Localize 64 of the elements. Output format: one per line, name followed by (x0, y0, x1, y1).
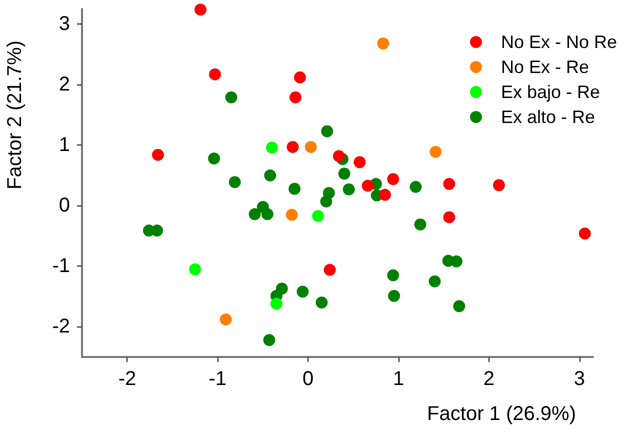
point (286, 208, 298, 221)
y-tick-label: -1 (52, 255, 70, 278)
legend-label: No Ex - Re (500, 57, 589, 77)
point (189, 263, 202, 276)
point (294, 71, 306, 84)
point (387, 269, 400, 282)
point (321, 125, 334, 138)
point (304, 140, 317, 153)
point (289, 91, 302, 104)
y-tick-label: -2 (52, 316, 70, 338)
legend-label: Ex bajo - Re (500, 82, 600, 102)
y-tick-label: 0 (58, 194, 70, 217)
x-tick-label: -2 (118, 368, 136, 390)
point (338, 168, 350, 180)
point (428, 275, 441, 288)
point (453, 300, 466, 312)
x-tick-label: -1 (208, 368, 227, 390)
point (443, 211, 456, 224)
x-tick-label: 1 (392, 368, 404, 390)
y-tick-label: 3 (58, 13, 70, 36)
point (430, 146, 442, 158)
point (388, 290, 400, 302)
point (194, 4, 206, 16)
point (286, 140, 299, 153)
y-tick-label: 2 (58, 74, 70, 96)
point (443, 178, 456, 190)
point (261, 208, 274, 220)
point (578, 228, 591, 240)
point (248, 208, 261, 220)
point (342, 183, 355, 196)
point (387, 173, 400, 186)
point (266, 142, 278, 154)
x-tick-label: 2 (483, 368, 495, 390)
point (151, 224, 164, 237)
point (208, 152, 220, 164)
point (362, 180, 374, 192)
legend-label: Ex alto - Re (500, 107, 596, 127)
point (332, 150, 345, 162)
point (263, 334, 276, 346)
point (228, 176, 241, 188)
y-tick-label: 1 (58, 134, 70, 156)
point (316, 296, 328, 309)
y-axis-title: Factor 2 (21.7%) (4, 40, 26, 190)
point (410, 180, 422, 193)
point (354, 156, 366, 168)
point (296, 286, 309, 298)
x-axis-title: Factor 1 (26.9%) (427, 403, 576, 425)
point (378, 188, 391, 201)
point (320, 195, 332, 208)
x-tick-label: 3 (574, 368, 585, 390)
point (288, 182, 301, 195)
point (152, 148, 164, 161)
point (377, 38, 390, 50)
point (225, 91, 238, 104)
point (414, 218, 426, 230)
point (270, 298, 282, 310)
point (324, 264, 336, 276)
point (492, 179, 505, 192)
x-tick-label: 0 (302, 368, 314, 390)
point (264, 169, 276, 182)
legend-label: No Ex - No Re (500, 32, 618, 52)
point (220, 313, 232, 326)
point (208, 68, 221, 80)
point (312, 210, 324, 222)
